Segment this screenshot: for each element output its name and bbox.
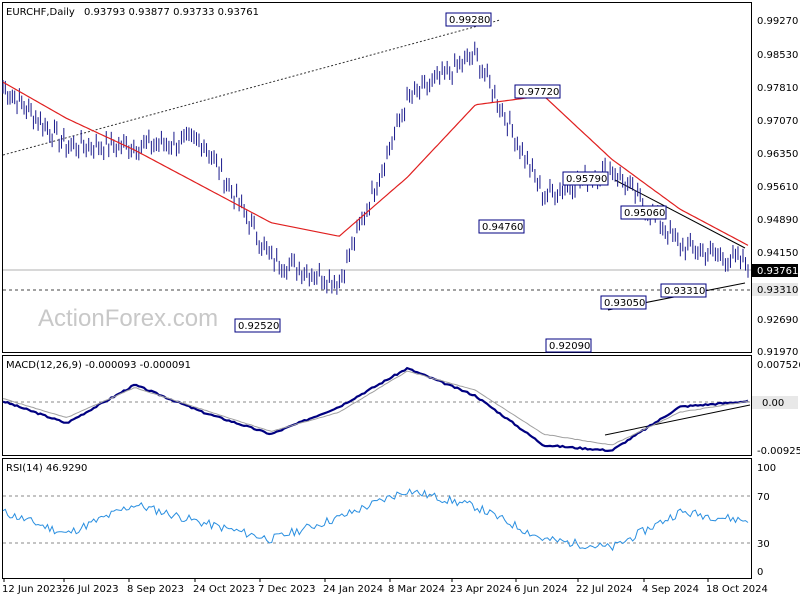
x-axis: 12 Jun 2023 26 Jul 2023 8 Sep 2023 24 Oct 2…: [2, 578, 768, 595]
x-tick-label: 7 Dec 2023: [258, 584, 316, 595]
x-tick-label: 24 Oct 2023: [193, 584, 255, 595]
price-tick: 0.97810: [757, 83, 798, 94]
svg-text:0.99280: 0.99280: [449, 15, 490, 26]
svg-text:0.92520: 0.92520: [238, 321, 279, 332]
svg-text:0.95060: 0.95060: [624, 208, 665, 219]
macd-signal-line: [2, 370, 749, 446]
rsi-tick: 30: [757, 539, 770, 550]
support-price-box: 0.93310: [752, 283, 798, 296]
x-tick-label: 18 Oct 2024: [706, 584, 768, 595]
annotation-97720: 0.97720: [514, 84, 561, 99]
triangle-upper-line: [614, 179, 746, 249]
x-tick-label: 24 Jan 2024: [323, 584, 383, 595]
macd-line: [2, 366, 749, 453]
macd-tick: -0.009252: [757, 446, 800, 457]
svg-text:0.95790: 0.95790: [566, 174, 607, 185]
svg-text:0.93310: 0.93310: [757, 285, 798, 296]
price-tick: 0.95610: [757, 182, 798, 193]
annotation-92090: 0.92090: [545, 338, 592, 353]
macd-trendline: [604, 404, 751, 436]
x-tick-label: 23 Apr 2024: [450, 584, 512, 595]
svg-text:0.97720: 0.97720: [518, 87, 559, 98]
annotation-95060: 0.95060: [620, 205, 667, 220]
sma-line: [2, 81, 749, 246]
x-tick-label: 12 Jun 2023: [2, 584, 62, 595]
x-tick-label: 6 Jun 2024: [514, 584, 568, 595]
annotation-93050: 0.93050: [600, 295, 647, 310]
svg-text:0.93310: 0.93310: [664, 286, 705, 297]
rsi-title: RSI(14) 46.9290: [6, 463, 87, 474]
rsi-line: [2, 488, 749, 552]
svg-text:0.93050: 0.93050: [604, 298, 645, 309]
chart-title: EURCHF,Daily 0.93793 0.93877 0.93733 0.9…: [6, 7, 259, 18]
annotation-92520: 0.92520: [234, 318, 281, 333]
rsi-y-axis: 100 70 30 0: [757, 463, 776, 578]
macd-y-axis: 0.007526 0.00 -0.009252: [752, 360, 800, 457]
price-tick: 0.94890: [757, 215, 798, 226]
long-trendline: [2, 19, 501, 156]
annotation-99280: 0.99280: [445, 12, 492, 27]
x-tick-label: 4 Sep 2024: [642, 584, 699, 595]
price-tick: 0.91970: [757, 347, 798, 358]
watermark: ActionForex.com: [38, 305, 218, 332]
macd-panel-frame: [2, 355, 752, 456]
svg-text:0.93761: 0.93761: [757, 266, 798, 277]
price-tick: 0.98530: [757, 50, 798, 61]
x-tick-label: 8 Mar 2024: [388, 584, 445, 595]
svg-text:0.92090: 0.92090: [549, 341, 590, 352]
annotation-93310: 0.93310: [660, 283, 707, 298]
rsi-tick: 70: [757, 492, 770, 503]
macd-tick: 0.007526: [757, 360, 800, 371]
price-bars: [2, 41, 749, 295]
x-tick-label: 26 Jul 2023: [62, 584, 119, 595]
rsi-tick: 0: [757, 567, 763, 578]
price-panel-frame: [2, 2, 752, 353]
price-tick: 0.94150: [757, 248, 798, 259]
symbol-label: EURCHF,Daily: [6, 7, 75, 18]
rsi-panel-frame: [2, 458, 752, 579]
annotation-94760: 0.94760: [478, 219, 525, 234]
macd-tick: 0.00: [762, 398, 784, 409]
price-tick: 0.97070: [757, 116, 798, 127]
svg-text:0.94760: 0.94760: [482, 222, 523, 233]
rsi-tick: 100: [757, 463, 776, 474]
annotation-95790: 0.95790: [562, 171, 609, 186]
x-tick-label: 22 Jul 2024: [576, 584, 633, 595]
x-tick-label: 8 Sep 2023: [127, 584, 184, 595]
price-y-axis: 0.99270 0.98530 0.97810 0.97070 0.96350 …: [757, 16, 798, 358]
macd-title: MACD(12,26,9) -0.000093 -0.000091: [6, 360, 191, 371]
price-tick: 0.96350: [757, 149, 798, 160]
price-tick: 0.99270: [757, 16, 798, 27]
price-tick: 0.92690: [757, 315, 798, 326]
ohlc-label: 0.93793 0.93877 0.93733 0.93761: [84, 7, 259, 18]
current-price-box: 0.93761: [752, 264, 798, 277]
